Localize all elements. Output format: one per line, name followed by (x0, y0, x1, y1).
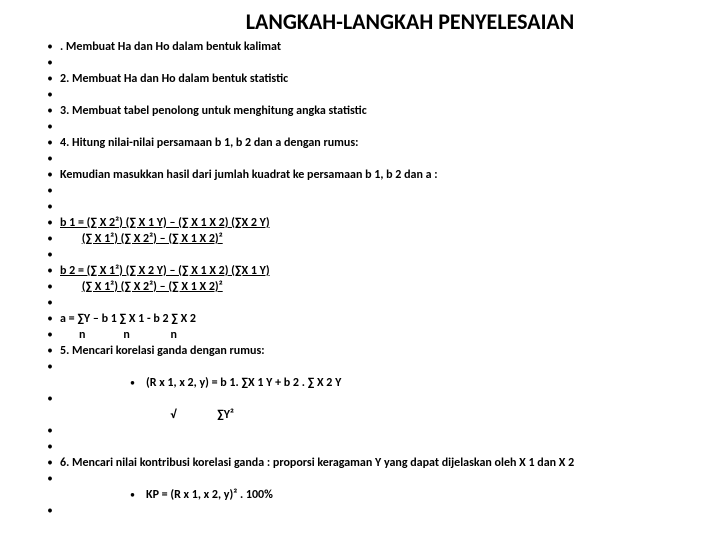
list-item: • (40, 295, 700, 311)
line-text: 4. Hitung nilai-nilai persamaan b 1, b 2… (60, 135, 700, 151)
b2-denominator: (∑ X 1²) (∑ X 2²) – (∑ X 1 X 2)² (60, 279, 700, 295)
bullet-icon: • (40, 359, 60, 375)
line-text: 2. Membuat Ha dan Ho dalam bentuk statis… (60, 71, 700, 87)
kp-formula: KP = (R x 1, x 2, y)² . 100% (146, 487, 273, 503)
bullet-icon: • (40, 263, 60, 279)
list-item: •b 2 = (∑ X 1²) (∑ X 2 Y) – (∑ X 1 X 2) … (40, 263, 700, 279)
bullet-icon: • (40, 215, 60, 231)
bullet-icon: • (40, 311, 60, 327)
list-item: •5. Mencari korelasi ganda dengan rumus: (40, 343, 700, 359)
line-text: 3. Membuat tabel penolong untuk menghitu… (60, 103, 700, 119)
list-item: •2. Membuat Ha dan Ho dalam bentuk stati… (40, 71, 700, 87)
document-page: LANGKAH-LANGKAH PENYELESAIAN •. Membuat … (0, 0, 720, 519)
a-formula-line1: a = ∑Y – b 1 ∑ X 1 - b 2 ∑ X 2 (60, 311, 700, 327)
list-item: • (40, 119, 700, 135)
b2-numerator: b 2 = (∑ X 1²) (∑ X 2 Y) – (∑ X 1 X 2) (… (60, 263, 700, 279)
bullet-icon: • (40, 119, 60, 135)
bullet-icon: • (130, 487, 146, 503)
bullet-icon: • (130, 375, 146, 391)
bullet-icon: • (40, 39, 60, 55)
bullet-icon: • (40, 199, 60, 215)
list-item: • (40, 503, 700, 519)
bullet-icon: • (40, 455, 60, 471)
list-item: • (40, 55, 700, 71)
list-item: • (40, 199, 700, 215)
list-item: •. Membuat Ha dan Ho dalam bentuk kalima… (40, 39, 700, 55)
list-item: • (40, 87, 700, 103)
bullet-icon: • (40, 471, 60, 487)
bullet-icon: • (40, 279, 60, 295)
list-item: •6. Mencari nilai kontribusi korelasi ga… (40, 455, 700, 471)
bullet-icon: • (40, 87, 60, 103)
bullet-icon: • (40, 103, 60, 119)
list-item: • (40, 423, 700, 439)
sub-list-item: •(R x 1, x 2, y) = b 1. ∑X 1 Y + b 2 . ∑… (40, 375, 700, 391)
bullet-icon: • (40, 391, 60, 407)
bullet-icon: • (40, 327, 60, 343)
line-text: . Membuat Ha dan Ho dalam bentuk kalimat (60, 39, 700, 55)
list-item: •a = ∑Y – b 1 ∑ X 1 - b 2 ∑ X 2 (40, 311, 700, 327)
a-formula-line2: n n n (60, 327, 700, 343)
bullet-icon: • (40, 167, 60, 183)
bullet-icon: • (40, 55, 60, 71)
list-item: • (40, 391, 700, 407)
bullet-icon: • (40, 295, 60, 311)
step5-text: 5. Mencari korelasi ganda dengan rumus: (60, 343, 700, 359)
bullet-icon: • (40, 439, 60, 455)
bullet-icon: • (40, 503, 60, 519)
list-item: •b 1 = (∑ X 2²) (∑ X 1 Y) – (∑ X 1 X 2) … (40, 215, 700, 231)
bullet-icon: • (40, 135, 60, 151)
line-text: Kemudian masukkan hasil dari jumlah kuad… (60, 167, 700, 183)
list-item: • (∑ X 1²) (∑ X 2²) – (∑ X 1 X 2)² (40, 231, 700, 247)
bullet-icon: • (40, 71, 60, 87)
b1-numerator: b 1 = (∑ X 2²) (∑ X 1 Y) – (∑ X 1 X 2) (… (60, 215, 700, 231)
bullet-icon: • (40, 231, 60, 247)
list-item: • n n n (40, 327, 700, 343)
bullet-icon: • (40, 247, 60, 263)
list-item: • (40, 359, 700, 375)
list-item: • (40, 471, 700, 487)
list-item: • (40, 439, 700, 455)
list-item: •4. Hitung nilai-nilai persamaan b 1, b … (40, 135, 700, 151)
list-item: • (∑ X 1²) (∑ X 2²) – (∑ X 1 X 2)² (40, 279, 700, 295)
bullet-icon: • (40, 151, 60, 167)
b1-denominator: (∑ X 1²) (∑ X 2²) – (∑ X 1 X 2)² (60, 231, 700, 247)
sub-list-item: •KP = (R x 1, x 2, y)² . 100% (40, 487, 700, 503)
sub-list-item: √ ∑Y² (40, 407, 700, 423)
list-item: • (40, 247, 700, 263)
list-item: • (40, 183, 700, 199)
list-item: •3. Membuat tabel penolong untuk menghit… (40, 103, 700, 119)
r-sqrt: √ ∑Y² (146, 407, 234, 423)
step6-text: 6. Mencari nilai kontribusi korelasi gan… (60, 455, 700, 471)
bullet-icon: • (40, 183, 60, 199)
bullet-icon (130, 407, 146, 423)
bullet-icon: • (40, 423, 60, 439)
r-formula: (R x 1, x 2, y) = b 1. ∑X 1 Y + b 2 . ∑ … (146, 375, 341, 391)
list-item: •Kemudian masukkan hasil dari jumlah kua… (40, 167, 700, 183)
list-item: • (40, 151, 700, 167)
bullet-icon: • (40, 343, 60, 359)
page-title: LANGKAH-LANGKAH PENYELESAIAN (40, 8, 700, 35)
